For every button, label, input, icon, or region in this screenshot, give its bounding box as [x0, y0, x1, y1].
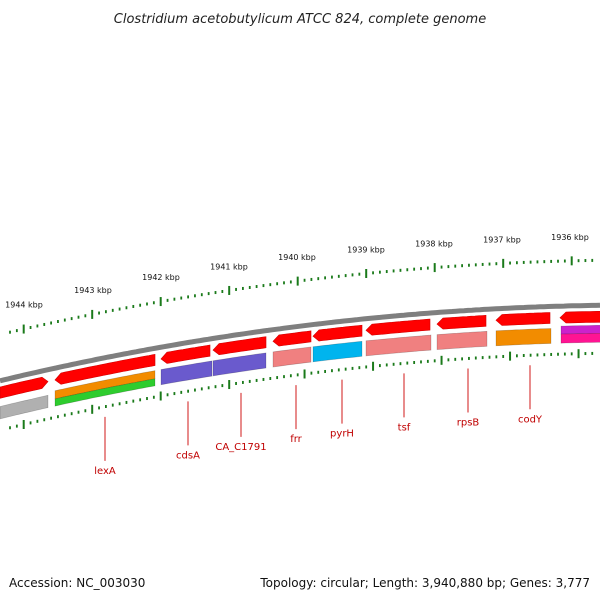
cds-feature	[312, 340, 363, 363]
kbp-label: 1943 kbp	[74, 286, 112, 295]
kbp-label: 1937 kbp	[483, 235, 521, 244]
outer-scale-ticks	[9, 256, 594, 334]
gene-label: frr	[290, 434, 302, 445]
cds-feature	[212, 352, 267, 377]
genome-summary-text: Topology: circular; Length: 3,940,880 bp…	[259, 576, 590, 590]
gene-label-group: lexA cdsA CA_C1791 frr pyrH tsf rpsB codY	[94, 365, 543, 477]
forward-strand-genes	[0, 311, 600, 399]
gene-arrow	[212, 336, 267, 356]
gene-arrow	[54, 354, 156, 385]
kbp-label: 1939 kbp	[347, 245, 385, 254]
cds-feature	[54, 378, 156, 407]
kbp-scale-labels: 1944 kbp 1943 kbp 1942 kbp 1941 kbp 1940 kbp…	[5, 233, 589, 310]
gene-label: rpsB	[457, 418, 480, 429]
kbp-label: 1940 kbp	[278, 253, 316, 262]
cds-feature	[365, 334, 432, 357]
gene-label: codY	[518, 414, 543, 425]
cds-feature	[272, 346, 312, 368]
cds-feature	[560, 325, 600, 335]
kbp-label: 1938 kbp	[415, 240, 453, 249]
cds-feature-track	[0, 325, 600, 420]
gene-label: tsf	[398, 422, 411, 433]
gene-arrow	[559, 311, 600, 324]
gene-arrow	[436, 314, 487, 330]
gene-label: CA_C1791	[215, 442, 266, 453]
kbp-label: 1942 kbp	[142, 273, 180, 282]
gene-arrow	[495, 312, 551, 326]
kbp-label: 1944 kbp	[5, 300, 43, 309]
gene-arrow	[365, 318, 431, 336]
gene-arrow	[0, 376, 49, 399]
inner-scale-ticks	[9, 349, 594, 430]
gene-arrow	[160, 344, 211, 364]
cds-feature	[495, 328, 552, 347]
cds-feature	[0, 394, 49, 420]
cds-feature	[436, 330, 488, 350]
accession-text: Accession: NC_003030	[9, 576, 145, 590]
gene-label: pyrH	[330, 429, 354, 440]
cds-feature	[560, 333, 600, 344]
gene-label: cdsA	[176, 450, 200, 461]
cds-feature	[160, 360, 213, 386]
map-title: Clostridium acetobutylicum ATCC 824, com…	[114, 12, 486, 27]
kbp-label: 1941 kbp	[210, 262, 248, 271]
gene-arrow	[272, 330, 312, 347]
kbp-label: 1936 kbp	[551, 233, 589, 242]
genome-backbone	[0, 302, 600, 384]
gene-arrow	[312, 324, 363, 342]
gene-label: lexA	[94, 466, 116, 477]
